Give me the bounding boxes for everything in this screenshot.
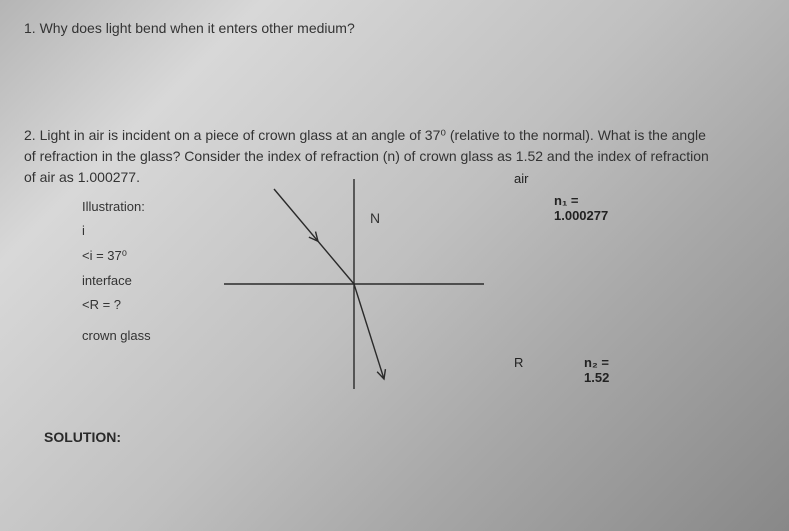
illustration-heading: Illustration: (82, 195, 151, 220)
solution-heading: SOLUTION: (44, 429, 765, 445)
question-2-line2: of refraction in the glass? Consider the… (24, 147, 765, 166)
refraction-diagram (214, 169, 494, 399)
interface-label: interface (82, 269, 151, 294)
n2-label: n₂ = 1.52 (584, 355, 609, 385)
question-1: 1. Why does light bend when it enters ot… (24, 20, 765, 36)
crown-glass-label: crown glass (82, 324, 151, 349)
illustration-row: Illustration: i <i = 37⁰ interface <R = … (24, 189, 765, 419)
angle-r: <R = ? (82, 293, 151, 318)
r-label: R (514, 355, 523, 370)
n1-label: n₁ = 1.000277 (554, 193, 608, 223)
air-label: air (514, 171, 528, 186)
left-labels: Illustration: i <i = 37⁰ interface <R = … (82, 195, 151, 349)
angle-i: <i = 37⁰ (82, 244, 151, 269)
i-label: i (82, 219, 151, 244)
question-2-line1: 2. Light in air is incident on a piece o… (24, 126, 765, 145)
